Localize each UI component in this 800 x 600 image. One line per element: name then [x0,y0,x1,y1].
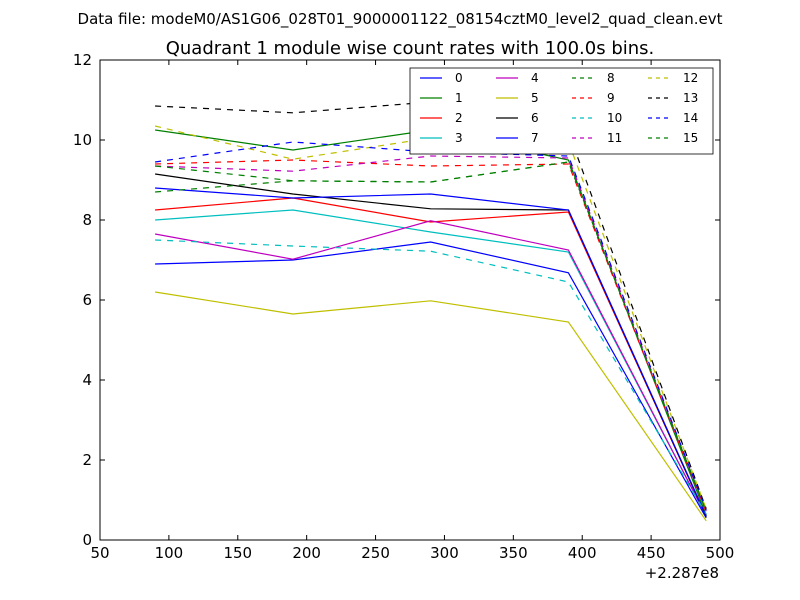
legend-label-5: 5 [531,91,539,105]
series-line-11 [155,155,707,512]
series-line-7 [155,187,707,517]
series-line-14 [155,141,707,511]
x-tick-label: 250 [361,544,390,562]
plot-area: 50 100 150 200 250 300 350 400 450 50002468101201… [73,51,734,562]
x-tick-label: 50 [90,544,109,562]
legend-label-4: 4 [531,71,539,85]
legend-label-7: 7 [531,131,539,145]
series-line-5 [155,291,707,522]
y-tick-label: 12 [73,51,92,69]
series-line-9 [155,159,707,513]
x-offset-label: +2.287e8 [645,564,719,582]
x-tick-label: 100 [155,544,184,562]
y-tick-label: 2 [82,451,92,469]
legend-label-0: 0 [455,71,463,85]
legend-label-12: 12 [683,71,698,85]
series-line-15 [155,161,707,512]
legend-label-3: 3 [455,131,463,145]
x-tick-label: 500 [706,544,735,562]
legend-label-6: 6 [531,111,539,125]
legend-label-10: 10 [607,111,622,125]
series-line-10 [155,239,707,515]
series-line-4 [154,220,707,517]
legend-label-2: 2 [455,111,463,125]
legend-label-14: 14 [683,111,698,125]
x-tick-label: 450 [637,544,666,562]
series-line-12 [154,125,707,510]
legend-label-8: 8 [607,71,615,85]
y-tick-label: 10 [73,131,92,149]
y-tick-label: 0 [82,531,92,549]
y-tick-label: 8 [82,211,92,229]
legend-label-1: 1 [455,91,463,105]
y-tick-label: 6 [82,291,92,309]
x-tick-label: 300 [430,544,459,562]
chart-suptitle: Data file: modeM0/AS1G06_028T01_90000011… [78,10,723,29]
series-line-3 [155,209,707,517]
legend-label-9: 9 [607,91,615,105]
x-tick-label: 350 [499,544,528,562]
series-line-1 [155,129,707,516]
legend-label-11: 11 [607,131,622,145]
y-tick-label: 4 [82,371,92,389]
chart-title: Quadrant 1 module wise count rates with … [166,38,655,59]
series-line-0 [155,241,707,519]
x-tick-label: 150 [223,544,252,562]
legend-box [409,67,714,155]
series-line-6 [155,173,707,518]
x-tick-label: 400 [568,544,597,562]
x-tick-label: 200 [292,544,321,562]
legend-label-13: 13 [683,91,698,105]
legend-label-15: 15 [683,131,698,145]
